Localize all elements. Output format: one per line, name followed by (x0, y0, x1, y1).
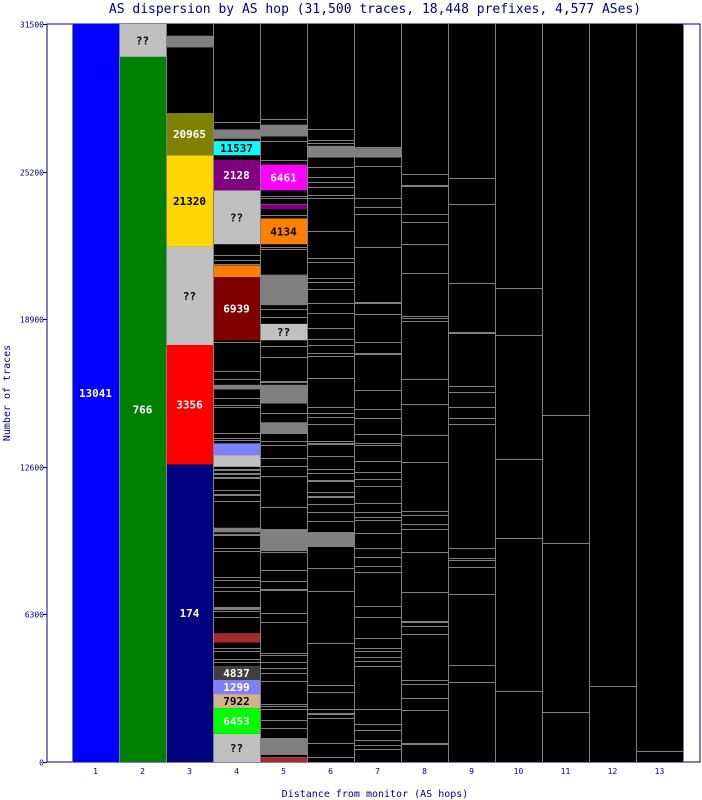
x-tick-label: 11 (561, 767, 571, 776)
segment-hop3-7 (166, 113, 213, 156)
x-tick-label: 3 (187, 767, 192, 776)
segment-label: ?? (183, 290, 196, 303)
gray-block (260, 422, 307, 434)
segment-label: ?? (230, 742, 243, 755)
gray-block (260, 274, 307, 306)
segment-hop5-22 (260, 323, 307, 341)
gray-block (307, 532, 354, 547)
segment-label: 6461 (270, 171, 297, 184)
y-tick-label: 6300 (25, 611, 44, 620)
hop-column-13 (636, 24, 683, 762)
segment-hop5-21 (260, 757, 307, 762)
segment-label: 7922 (223, 695, 250, 708)
segment-hop4-13 (213, 633, 260, 643)
gray-block (213, 129, 260, 139)
segment-hop4-14 (213, 455, 260, 467)
segment-label: 4134 (270, 225, 297, 238)
segment-hop2-1 (119, 56, 166, 763)
segment-hop4-17 (213, 265, 260, 278)
gray-block (260, 384, 307, 404)
hop-column-6 (307, 24, 354, 762)
segment-label: 11537 (220, 142, 253, 155)
gray-block (260, 124, 307, 137)
x-tick-label: 7 (375, 767, 380, 776)
y-tick-label: 25200 (20, 169, 44, 178)
segment-hop5-23 (260, 218, 307, 245)
x-tick-label: 12 (608, 767, 618, 776)
segment-label: 2128 (223, 169, 250, 182)
segment-label: 3356 (176, 399, 203, 412)
y-axis-label: Number of traces (2, 345, 13, 441)
segment-hop4-8 (213, 733, 260, 762)
y-tick-label: 0 (39, 759, 44, 768)
gray-block (307, 145, 354, 158)
y-axis: 0 6300 12600 18900 25200 31500 (20, 21, 47, 768)
segment-hop4-20 (213, 141, 260, 156)
segment-label: 6939 (223, 303, 250, 316)
segment-hop4-11 (213, 680, 260, 695)
segment-label: 21320 (173, 195, 206, 208)
x-tick-label: 8 (422, 767, 427, 776)
x-axis-label: Distance from monitor (AS hops) (282, 789, 469, 800)
hop-column-8 (401, 24, 448, 762)
x-tick-label: 13 (655, 767, 665, 776)
segment-hop3-3 (166, 464, 213, 762)
segment-label: 174 (180, 607, 200, 620)
x-tick-label: 2 (140, 767, 145, 776)
segment-hop3-4 (166, 344, 213, 465)
gray-block (260, 530, 307, 552)
hop-column-12 (589, 24, 636, 762)
plot-layer: 13041766??1743356??2132020965??645379221… (72, 24, 684, 763)
segment-hop4-18 (213, 190, 260, 245)
segment-hop4-12 (213, 665, 260, 680)
segment-label: 1299 (223, 681, 250, 694)
x-tick-label: 4 (234, 767, 239, 776)
segment-hop4-9 (213, 708, 260, 734)
x-tick-label: 1 (93, 767, 98, 776)
segment-label: ?? (230, 211, 243, 224)
segment-label: 766 (133, 403, 153, 416)
segment-hop3-5 (166, 246, 213, 345)
segment-label: ?? (277, 326, 290, 339)
segment-hop4-10 (213, 694, 260, 709)
segment-hop2-2 (119, 24, 166, 57)
chart-title: AS dispersion by AS hop (31,500 traces, … (109, 2, 641, 17)
y-tick-label: 18900 (20, 316, 44, 325)
x-tick-label: 6 (328, 767, 333, 776)
x-axis: 1 2 3 4 5 6 7 8 9 10 11 12 13 (93, 767, 664, 776)
gray-block (213, 527, 260, 533)
segment-hop5-24 (260, 204, 307, 210)
x-tick-label: 9 (469, 767, 474, 776)
segment-hop5-25 (260, 164, 307, 191)
gray-block (213, 384, 260, 390)
segment-hop1-0 (72, 24, 119, 762)
segment-label: ?? (136, 34, 149, 47)
segment-hop4-16 (213, 277, 260, 341)
hop-column-11 (542, 24, 589, 762)
x-tick-label: 5 (281, 767, 286, 776)
segment-label: 13041 (79, 387, 112, 400)
segment-label: 6453 (223, 715, 250, 728)
y-tick-label: 12600 (20, 464, 44, 473)
y-tick-label: 31500 (20, 21, 44, 30)
segment-hop4-15 (213, 443, 260, 456)
gray-block (166, 35, 213, 48)
segment-hop4-19 (213, 159, 260, 191)
x-tick-label: 10 (514, 767, 524, 776)
segment-hop3-6 (166, 155, 213, 247)
segment-label: 20965 (173, 128, 206, 141)
hop-column-10 (495, 24, 542, 762)
segment-label: 4837 (223, 667, 250, 680)
gray-block (354, 148, 401, 158)
gray-block (260, 738, 307, 755)
